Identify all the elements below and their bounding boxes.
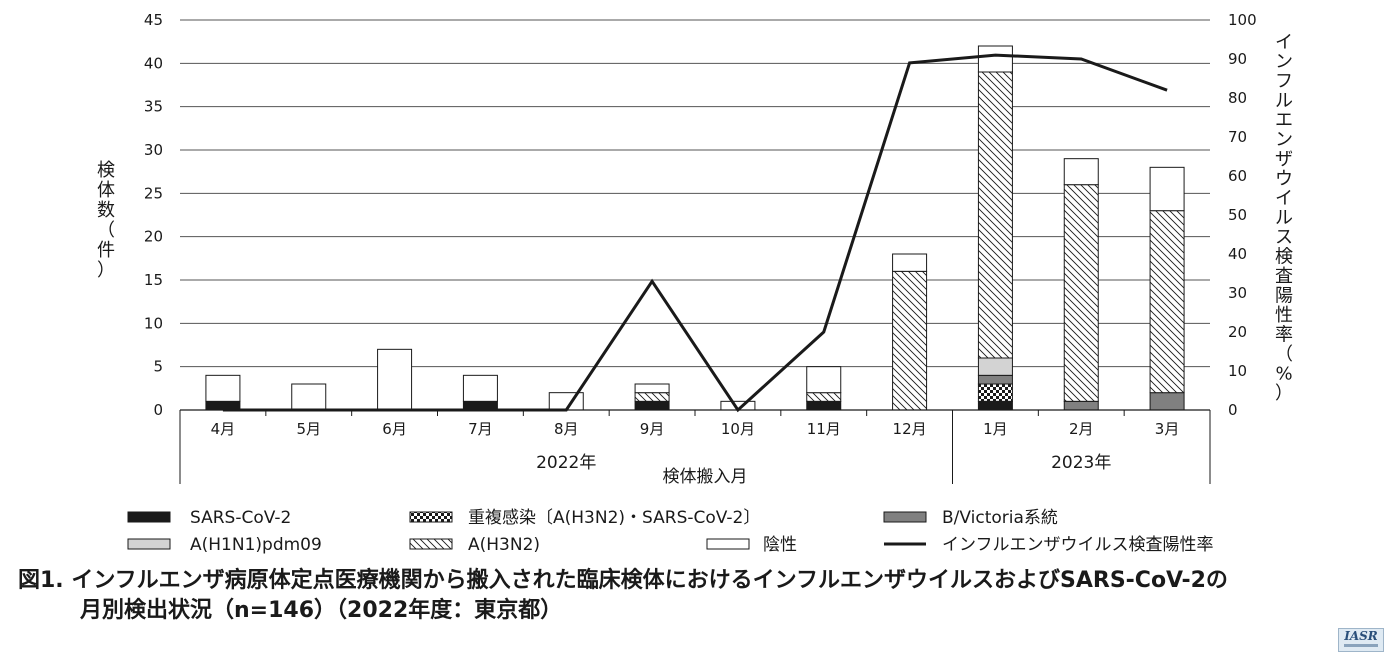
x-tick-label: 2月 <box>1069 420 1094 438</box>
y-right-tick-label: 10 <box>1228 362 1247 380</box>
y-left-tick-label: 30 <box>144 141 163 159</box>
bars-layer <box>205 45 1185 411</box>
bar-segment-neg <box>1063 158 1099 186</box>
bar-segment-bvic <box>977 374 1013 385</box>
y-right-tick-label: 70 <box>1228 128 1247 146</box>
y-right-tick-label: 100 <box>1228 11 1257 29</box>
x-tick-label: 9月 <box>640 420 665 438</box>
iasr-logo-bar <box>1344 644 1378 647</box>
chart: 4月 5月 6月 7月 8月 9月 10月 11月 12月 1月 2月 3月 2022年 2023年検体搬… <box>97 11 1293 555</box>
bar-segment-h3n2 <box>634 392 670 402</box>
bar-segment-neg <box>377 348 413 411</box>
legend-swatch-coinf <box>409 511 453 523</box>
caption-line-1: 図1. インフルエンザ病原体定点医療機関から搬入された臨床検体におけるインフルエ… <box>18 568 1228 593</box>
legend-swatch-h1n1 <box>127 538 171 550</box>
legend-layer: SARS-CoV-2 重複感染〔A(H3N2)・SARS-CoV-2〕 B/Vict… <box>127 508 1214 555</box>
y-right-tick-label: 80 <box>1228 89 1247 107</box>
y-left-tick-label: 20 <box>144 228 163 246</box>
y-right-axis-title: インフルエンザウイルス検査陽性率（%） <box>1275 32 1293 404</box>
x-tick-label: 12月 <box>893 420 927 438</box>
y-right-tick-label: 30 <box>1228 284 1247 302</box>
iasr-logo-text: IASR <box>1344 629 1378 643</box>
legend-label-bvic: B/Victoria系統 <box>942 508 1058 528</box>
legend-swatch-sars <box>127 511 171 523</box>
bar-segment-bvic <box>1149 392 1185 411</box>
x-tick-label: 5月 <box>296 420 321 438</box>
y-left-tick-label: 10 <box>144 314 163 332</box>
bar-segment-h3n2 <box>892 270 928 411</box>
caption-line-2: 月別検出状況（n=146）（2022年度：東京都） <box>80 598 563 623</box>
legend-label-sars: SARS-CoV-2 <box>190 508 291 528</box>
bar-segment-sars <box>634 400 670 411</box>
iasr-logo: IASR <box>1338 628 1384 652</box>
legend-label-line: インフルエンザウイルス検査陽性率 <box>942 535 1214 555</box>
x-axis-title: 検体搬入月 <box>663 467 748 487</box>
axes-layer: 4月 5月 6月 7月 8月 9月 10月 11月 12月 1月 2月 3月 2022年 2023年検体搬… <box>97 11 1293 487</box>
bar-segment-neg <box>634 383 670 394</box>
y-right-tick-label: 90 <box>1228 50 1247 68</box>
bar-segment-h3n2 <box>1063 184 1099 402</box>
x-tick-label: 3月 <box>1155 420 1180 438</box>
grid-layer <box>180 19 1210 368</box>
y-left-tick-label: 45 <box>144 11 163 29</box>
bar-segment-neg <box>806 366 842 394</box>
x-tick-label: 6月 <box>382 420 407 438</box>
figure-caption: 図1. インフルエンザ病原体定点医療機関から搬入された臨床検体におけるインフルエ… <box>18 566 1388 626</box>
bar-segment-h3n2 <box>806 392 842 402</box>
y-left-tick-label: 5 <box>153 358 163 376</box>
y-right-tick-label: 0 <box>1228 401 1238 419</box>
y-left-tick-label: 25 <box>144 184 163 202</box>
legend-label-coinf: 重複感染〔A(H3N2)・SARS-CoV-2〕 <box>468 508 760 528</box>
y-right-tick-label: 60 <box>1228 167 1247 185</box>
y-right-tick-label: 20 <box>1228 323 1247 341</box>
bar-segment-bvic <box>1063 400 1099 411</box>
bar-segment-h3n2 <box>977 71 1013 359</box>
y-left-tick-label: 40 <box>144 54 163 72</box>
x-tick-label: 8月 <box>554 420 579 438</box>
legend-label-h1n1: A(H1N1)pdm09 <box>190 535 322 555</box>
positivity-rate-line <box>222 53 1168 413</box>
legend-swatch-neg <box>706 538 750 550</box>
line-layer <box>222 53 1168 413</box>
bar-segment-neg <box>1149 166 1185 212</box>
year-group-label: 2022年 <box>536 453 596 473</box>
x-tick-label: 10月 <box>721 420 755 438</box>
y-right-tick-label: 40 <box>1228 245 1247 263</box>
y-left-tick-label: 0 <box>153 401 163 419</box>
y-left-tick-label: 35 <box>144 98 163 116</box>
bar-segment-sars <box>977 400 1013 411</box>
bar-segment-neg <box>977 45 1013 73</box>
x-tick-label: 11月 <box>807 420 841 438</box>
bar-segment-neg <box>291 383 327 411</box>
x-tick-label: 1月 <box>983 420 1008 438</box>
y-right-tick-label: 50 <box>1228 206 1247 224</box>
year-group-label: 2023年 <box>1051 453 1111 473</box>
x-tick-label: 4月 <box>211 420 236 438</box>
legend-label-neg: 陰性 <box>763 535 797 555</box>
y-left-axis-title: 検体数（件） <box>97 160 115 281</box>
legend-label-h3n2: A(H3N2) <box>468 535 540 555</box>
bar-segment-h1n1 <box>977 357 1013 376</box>
bar-segment-neg <box>462 374 498 402</box>
bar-segment-sars <box>806 400 842 411</box>
bar-segment-h3n2 <box>1149 210 1185 394</box>
x-tick-label: 7月 <box>468 420 493 438</box>
y-left-tick-label: 15 <box>144 271 163 289</box>
bar-segment-coinf <box>977 383 1013 402</box>
bar-segment-neg <box>892 253 928 272</box>
bar-segment-neg <box>205 374 241 402</box>
legend-swatch-h3n2 <box>409 538 453 550</box>
legend-swatch-bvic <box>883 511 927 523</box>
